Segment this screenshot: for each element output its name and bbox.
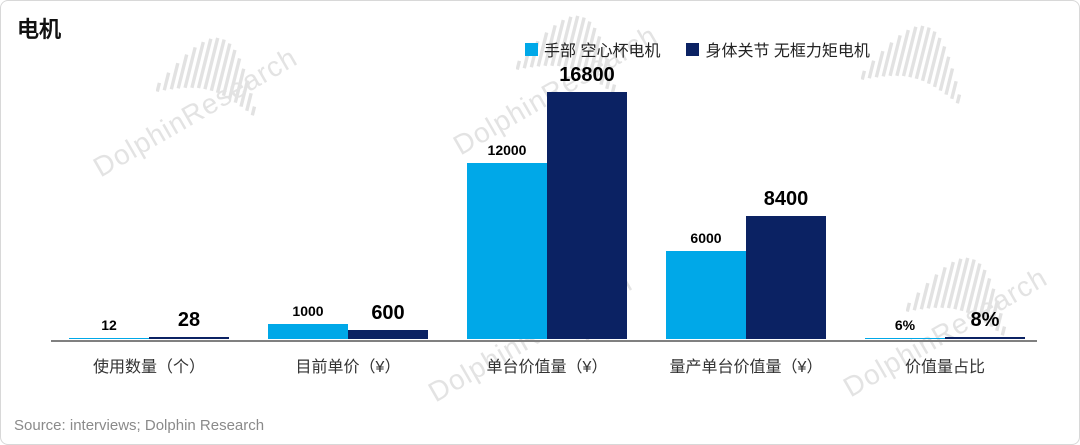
bar-value-label: 8%	[970, 308, 1000, 331]
bar-value-label: 6000	[690, 229, 722, 246]
legend: 手部 空心杯电机 身体关节 无框力矩电机	[525, 37, 870, 61]
bar-value-label: 600	[371, 302, 405, 325]
bar	[69, 337, 149, 339]
bar	[149, 336, 229, 339]
x-axis-label: 价值量占比	[904, 359, 985, 376]
bar	[348, 330, 428, 339]
bar-value-label: 12	[101, 316, 117, 333]
bar	[547, 92, 627, 339]
x-axis-line	[51, 340, 1037, 342]
bar-value-label: 1000	[292, 303, 324, 320]
chart-title: 电机	[17, 17, 62, 42]
legend-item: 手部 空心杯电机	[525, 37, 660, 61]
bar-value-label: 28	[177, 308, 201, 331]
source-note: Source: interviews; Dolphin Research	[14, 417, 265, 434]
bar	[746, 215, 826, 339]
legend-marker-icon	[525, 42, 538, 56]
bar-value-label: 16800	[559, 64, 615, 86]
bar-value-label: 8400	[763, 187, 809, 210]
bar	[467, 162, 547, 339]
bar	[268, 324, 348, 339]
bar-value-label: 6%	[894, 316, 916, 333]
bar	[945, 336, 1025, 339]
bar	[666, 250, 746, 339]
bar	[865, 337, 945, 339]
legend-marker-icon	[686, 42, 700, 56]
x-axis-label: 量产单台价值量（¥）	[669, 359, 823, 376]
x-axis-label: 单台价值量（¥）	[486, 359, 608, 376]
legend-label: 身体关节 无框力矩电机	[705, 43, 870, 60]
x-axis-label: 目前单价（¥）	[295, 359, 401, 376]
legend-item: 身体关节 无框力矩电机	[686, 37, 870, 61]
x-axis-label: 使用数量（个）	[92, 359, 205, 376]
legend-label: 手部 空心杯电机	[544, 43, 661, 60]
bar-value-label: 12000	[487, 141, 527, 158]
